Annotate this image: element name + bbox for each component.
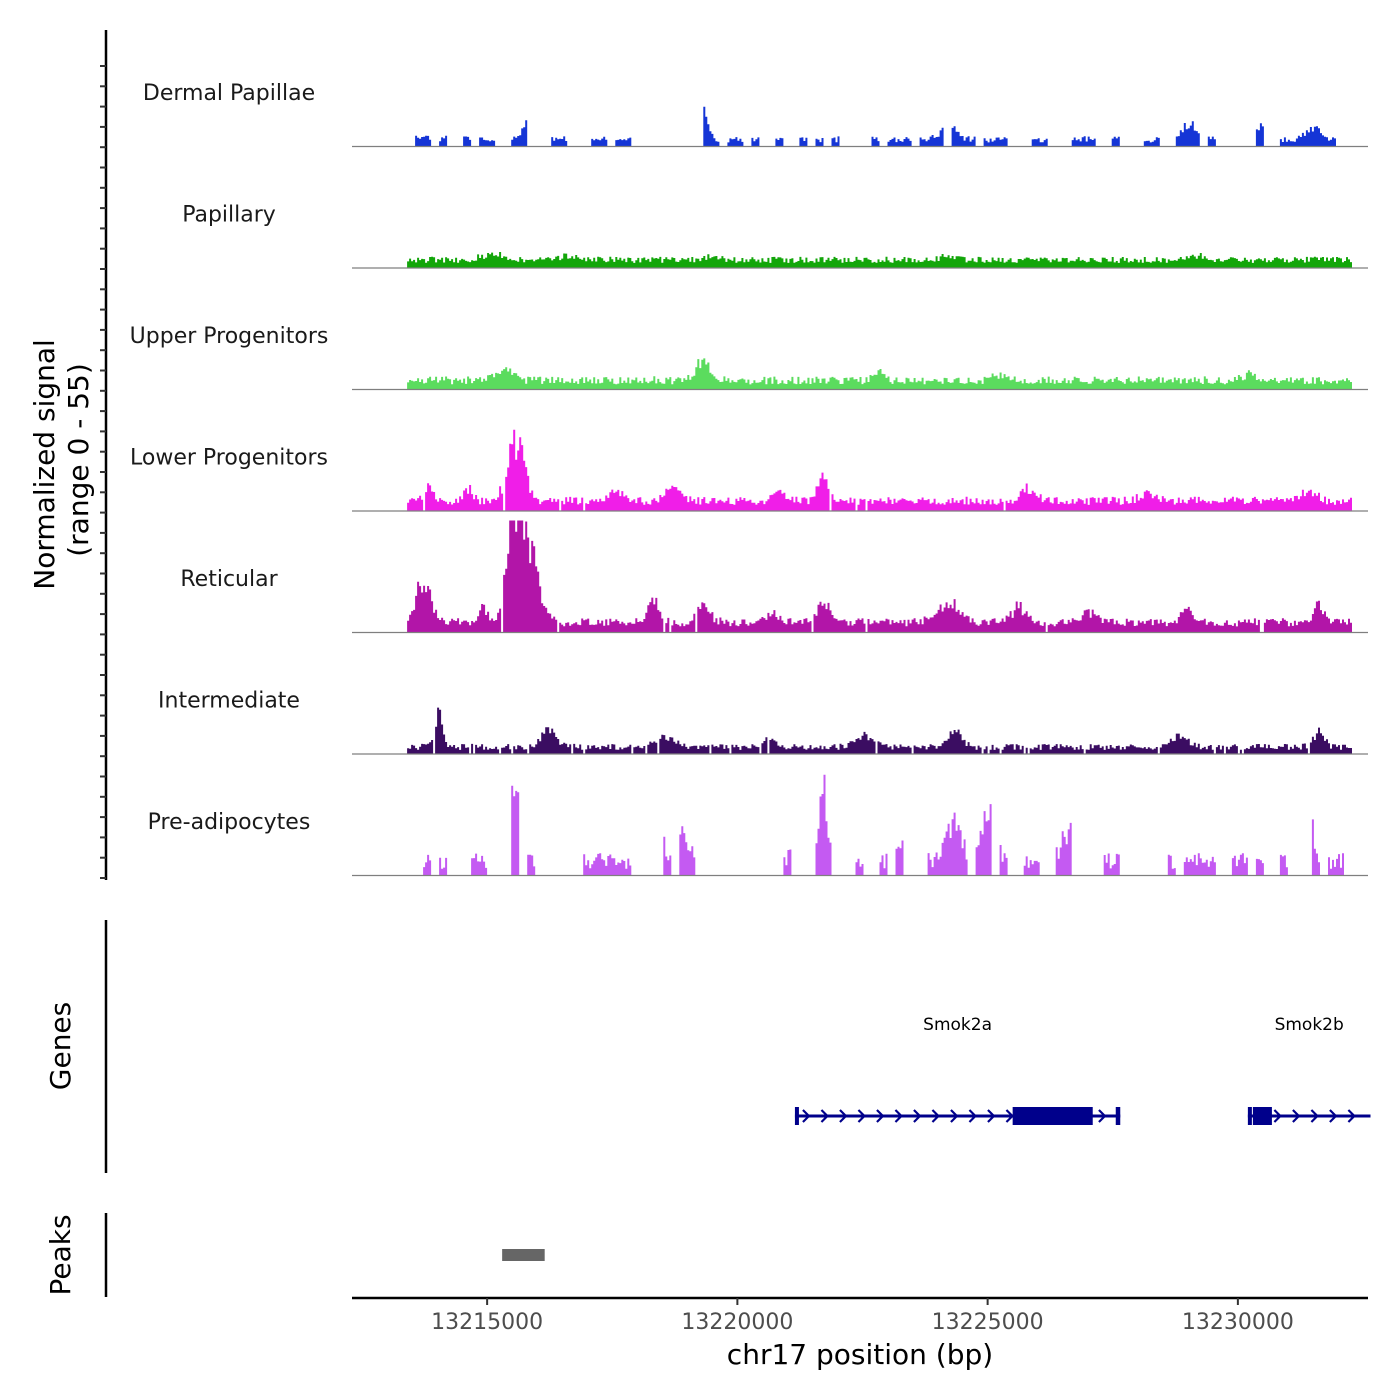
- track-intermediate: Intermediate: [158, 689, 1368, 755]
- coverage-y-axis-title: Normalized signal (range 0 - 55): [28, 330, 95, 589]
- coverage-area: [407, 429, 1353, 511]
- gene-strand-arrow: [1292, 1109, 1301, 1123]
- x-axis-tick-label: 13230000: [1182, 1310, 1294, 1335]
- x-axis: 13215000 13220000 13225000 13230000: [352, 1296, 1368, 1335]
- coverage-tracks: Dermal Papillae Papillary Upper Progenitor…: [130, 81, 1368, 877]
- x-axis-title: chr17 position (bp): [727, 1338, 993, 1371]
- coverage-area: [407, 774, 1353, 876]
- gene-strand-arrow: [987, 1109, 996, 1123]
- track-label: Pre-adipocytes: [148, 810, 311, 835]
- gene-strand-arrow: [1273, 1109, 1282, 1123]
- track-label: Lower Progenitors: [130, 446, 328, 471]
- track-upper-progenitors: Upper Progenitors: [130, 324, 1368, 391]
- x-axis-tick-label: 13220000: [681, 1310, 793, 1335]
- x-axis-tick-label: 13225000: [932, 1310, 1044, 1335]
- peaks-panel: [502, 1249, 545, 1261]
- gene-strand-arrow: [1098, 1109, 1107, 1123]
- gene-exon: [794, 1107, 799, 1125]
- coverage-area: [407, 358, 1353, 390]
- x-axis-tick-label: 13215000: [431, 1310, 543, 1335]
- gene-label: Smok2a: [923, 1015, 992, 1035]
- gene-strand-arrow: [968, 1109, 977, 1123]
- gene-strand-arrow: [857, 1109, 866, 1123]
- gene-exon: [1012, 1107, 1093, 1125]
- track-papillary: Papillary: [182, 203, 1368, 269]
- gene-strand-arrow: [950, 1109, 959, 1123]
- gene-exon: [1115, 1107, 1121, 1125]
- track-label: Intermediate: [158, 689, 300, 714]
- gene-strand-arrow: [820, 1109, 829, 1123]
- track-lower-progenitors: Lower Progenitors: [130, 429, 1368, 512]
- gene-strand-arrow: [894, 1109, 903, 1123]
- gene-strand-arrow: [1329, 1109, 1338, 1123]
- gene-smok2a: Smok2a: [794, 1015, 1121, 1125]
- track-pre-adipocytes: Pre-adipocytes: [148, 774, 1368, 877]
- gene-label: Smok2b: [1275, 1015, 1344, 1035]
- coverage-area: [407, 106, 1353, 147]
- coverage-area: [407, 252, 1353, 268]
- genes-y-axis-title: Genes: [44, 1002, 77, 1090]
- gene-strand-arrow: [1310, 1109, 1319, 1123]
- gene-exon: [1247, 1107, 1252, 1125]
- left-axes: [100, 30, 108, 1297]
- gene-strand-arrow: [876, 1109, 885, 1123]
- gene-strand-arrow: [913, 1109, 922, 1123]
- gene-smok2b: Smok2b: [1247, 1015, 1371, 1125]
- peak-region: [502, 1249, 545, 1261]
- coverage-area: [407, 707, 1353, 754]
- gene-strand-arrow: [1005, 1109, 1014, 1123]
- track-label: Papillary: [182, 203, 276, 228]
- gene-strand-arrow: [839, 1109, 848, 1123]
- track-label: Upper Progenitors: [130, 324, 329, 349]
- coverage-y-axis-title-line1: Normalized signal: [28, 339, 61, 590]
- peaks-y-axis-title: Peaks: [44, 1214, 77, 1295]
- gene-strand-arrow: [802, 1109, 811, 1123]
- track-dermal-papillae: Dermal Papillae: [143, 81, 1368, 148]
- track-label: Reticular: [180, 567, 278, 592]
- gene-strand-arrow: [1347, 1109, 1356, 1123]
- track-label: Dermal Papillae: [143, 81, 315, 106]
- coverage-area: [407, 520, 1353, 633]
- gene-exon: [1252, 1107, 1272, 1125]
- genes-panel: Smok2a Smok2b: [794, 1015, 1371, 1125]
- coverage-y-axis-title-line2: (range 0 - 55): [62, 363, 95, 557]
- track-reticular: Reticular: [180, 520, 1368, 634]
- gene-strand-arrow: [931, 1109, 940, 1123]
